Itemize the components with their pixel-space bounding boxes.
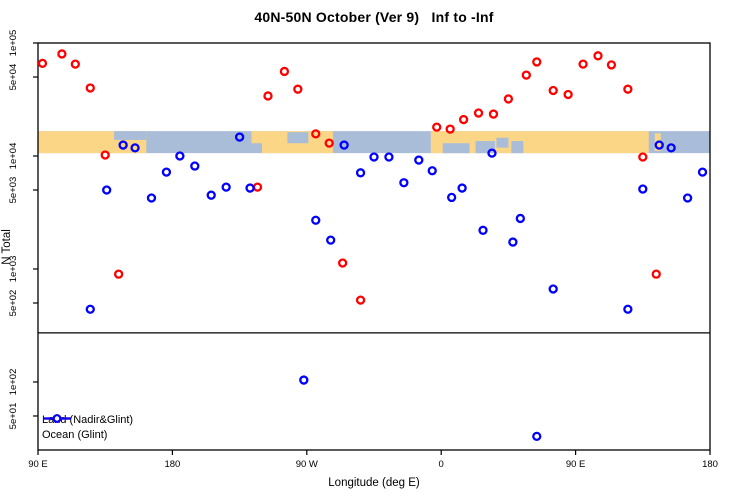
ocean-point <box>548 284 558 294</box>
ocean-point <box>666 143 676 153</box>
land-point <box>548 85 558 96</box>
ocean-point <box>190 161 200 171</box>
x-tick-label: 90 W <box>296 459 318 470</box>
ocean-point <box>478 225 488 235</box>
land-point <box>651 269 661 279</box>
land-point <box>263 91 273 101</box>
ocean-point <box>355 168 366 178</box>
ocean-point <box>299 375 309 385</box>
land-point <box>311 129 321 139</box>
map-land-segment <box>251 131 262 144</box>
land-point <box>57 49 67 59</box>
x-tick-label: 180 <box>164 459 180 470</box>
ocean-point <box>221 182 231 192</box>
ocean-point <box>532 431 542 442</box>
land-point <box>337 258 348 268</box>
ocean-point <box>638 184 648 194</box>
ocean-point <box>399 178 409 188</box>
ocean-point <box>102 185 112 195</box>
ocean-point <box>326 235 336 245</box>
ocean-point <box>697 167 708 177</box>
x-tick-label: 90 E <box>28 459 48 470</box>
x-tick-label: 0 <box>439 459 444 470</box>
land-point <box>563 89 573 100</box>
ocean-point <box>146 193 157 203</box>
ocean-point <box>682 193 693 203</box>
ocean-point <box>414 155 424 165</box>
ocean-point <box>130 143 140 153</box>
ocean-point <box>623 304 633 314</box>
ocean-point <box>118 140 128 150</box>
ocean-point <box>654 140 664 150</box>
ocean-point <box>245 183 255 193</box>
x-axis-title: Longitude (deg E) <box>328 477 420 489</box>
land-point <box>113 269 124 279</box>
ocean-point <box>85 304 95 314</box>
land-point <box>606 60 617 70</box>
land-point <box>488 109 499 119</box>
y-tick-label: 1e+05 <box>8 30 19 57</box>
land-point <box>473 108 484 118</box>
land-point <box>638 152 648 162</box>
map-ocean-patch <box>287 132 309 144</box>
ocean-point <box>339 140 349 150</box>
ocean-point <box>447 192 457 203</box>
ocean-point <box>206 190 216 200</box>
land-point <box>355 295 366 305</box>
chart-title: 40N-50N October (Ver 9) Inf to -Inf <box>254 9 494 25</box>
ocean-point <box>175 151 185 161</box>
map-ocean-patch <box>442 143 470 154</box>
land-point <box>279 66 290 77</box>
land-point <box>578 59 588 69</box>
y-tick-label: 1e+02 <box>8 369 19 396</box>
y-tick-label: 5e+02 <box>8 290 19 317</box>
land-point <box>100 150 110 160</box>
land-point <box>521 70 531 80</box>
plot-frame <box>37 42 711 451</box>
land-point <box>324 138 334 148</box>
land-point <box>252 182 263 192</box>
land-point <box>293 84 303 94</box>
x-tick-label: 180 <box>702 459 718 470</box>
ocean-point <box>369 152 379 162</box>
ocean-point <box>508 237 518 247</box>
y-tick-label: 5e+04 <box>8 64 19 91</box>
ocean-point <box>384 152 394 162</box>
y-tick-label: 5e+01 <box>8 403 19 430</box>
y-tick-label: 1e+03 <box>8 256 19 283</box>
legend: Land (Nadir&Glint) Ocean (Glint) <box>42 413 133 443</box>
land-point <box>532 57 542 67</box>
legend-marker-ocean-icon <box>43 414 71 423</box>
land-point <box>432 122 442 132</box>
ocean-point <box>161 167 172 177</box>
map-ocean-patch <box>511 141 524 154</box>
map-ocean-patch <box>114 131 147 140</box>
land-point <box>593 51 603 61</box>
x-tick-label: 90 E <box>566 459 586 470</box>
land-point <box>70 59 80 69</box>
ocean-point <box>515 213 525 224</box>
land-point <box>445 124 455 134</box>
legend-label-ocean: Ocean (Glint) <box>42 429 108 441</box>
ocean-point <box>487 148 497 158</box>
y-axis-title: N Total <box>1 229 13 265</box>
ocean-point <box>311 215 321 225</box>
y-tick-label: 5e+03 <box>8 177 19 204</box>
ocean-point <box>234 132 245 142</box>
land-point <box>623 84 633 94</box>
ocean-point <box>457 183 467 193</box>
land-point <box>37 58 48 69</box>
map-ocean-patch <box>475 141 495 154</box>
land-point <box>85 83 95 93</box>
land-point <box>458 114 469 125</box>
legend-item-ocean: Ocean (Glint) <box>42 414 133 443</box>
ocean-point <box>427 166 437 176</box>
y-tick-label: 1e+04 <box>8 143 19 170</box>
map-ocean-patch <box>496 137 509 148</box>
land-point <box>503 94 514 104</box>
